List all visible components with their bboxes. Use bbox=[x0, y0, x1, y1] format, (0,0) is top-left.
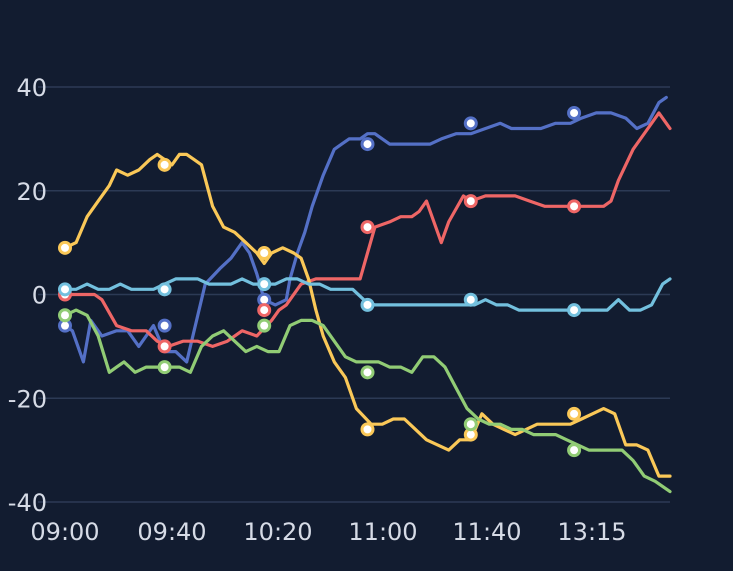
data-point-series-0-5[interactable] bbox=[567, 105, 582, 120]
x-tick-label: 09:00 bbox=[30, 518, 99, 546]
data-point-series-3-0[interactable] bbox=[58, 308, 72, 323]
data-point-series-2-5[interactable] bbox=[567, 406, 582, 421]
x-tick-label: 11:00 bbox=[348, 518, 417, 546]
y-tick-label: -20 bbox=[8, 385, 47, 413]
data-point-series-3-5[interactable] bbox=[567, 443, 582, 458]
data-point-series-0-3[interactable] bbox=[360, 137, 375, 152]
data-point-series-2-0[interactable] bbox=[58, 240, 72, 255]
y-tick-label: 40 bbox=[16, 74, 47, 102]
x-axis: 09:00 09:40 10:20 11:00 11:40 13:15 bbox=[30, 518, 626, 546]
data-point-series-3-2[interactable] bbox=[257, 318, 272, 333]
data-point-series-4-5[interactable] bbox=[567, 303, 582, 318]
data-point-series-4-0[interactable] bbox=[58, 282, 72, 297]
y-tick-label: 0 bbox=[32, 282, 47, 310]
data-point-series-1-3[interactable] bbox=[360, 220, 375, 235]
data-point-series-4-2[interactable] bbox=[257, 277, 272, 292]
data-point-series-3-1[interactable] bbox=[157, 360, 172, 375]
y-tick-label: -40 bbox=[8, 489, 47, 517]
x-tick-label: 09:40 bbox=[137, 518, 206, 546]
data-point-series-1-4[interactable] bbox=[463, 194, 478, 209]
y-tick-label: 20 bbox=[16, 178, 47, 206]
y-axis: -40 -20 0 20 40 bbox=[8, 74, 47, 517]
x-tick-label: 10:20 bbox=[243, 518, 312, 546]
data-point-series-3-3[interactable] bbox=[360, 365, 375, 380]
data-point-series-1-5[interactable] bbox=[567, 199, 582, 214]
data-point-series-2-3[interactable] bbox=[360, 422, 375, 437]
series-markers bbox=[58, 105, 582, 458]
series-line-3 bbox=[63, 308, 672, 494]
data-point-series-3-4[interactable] bbox=[463, 417, 478, 432]
data-point-series-0-4[interactable] bbox=[463, 116, 478, 131]
data-point-series-2-1[interactable] bbox=[157, 157, 172, 172]
x-tick-label: 11:40 bbox=[452, 518, 521, 546]
grid-lines bbox=[38, 86, 670, 503]
data-point-series-4-3[interactable] bbox=[360, 297, 375, 312]
data-point-series-4-4[interactable] bbox=[463, 292, 478, 307]
data-point-series-4-1[interactable] bbox=[157, 282, 172, 297]
data-point-series-2-2[interactable] bbox=[257, 246, 272, 260]
data-point-series-1-2[interactable] bbox=[257, 303, 272, 318]
data-point-series-1-1[interactable] bbox=[157, 339, 172, 354]
data-point-series-0-1[interactable] bbox=[157, 318, 172, 333]
x-tick-label: 13:15 bbox=[557, 518, 626, 546]
